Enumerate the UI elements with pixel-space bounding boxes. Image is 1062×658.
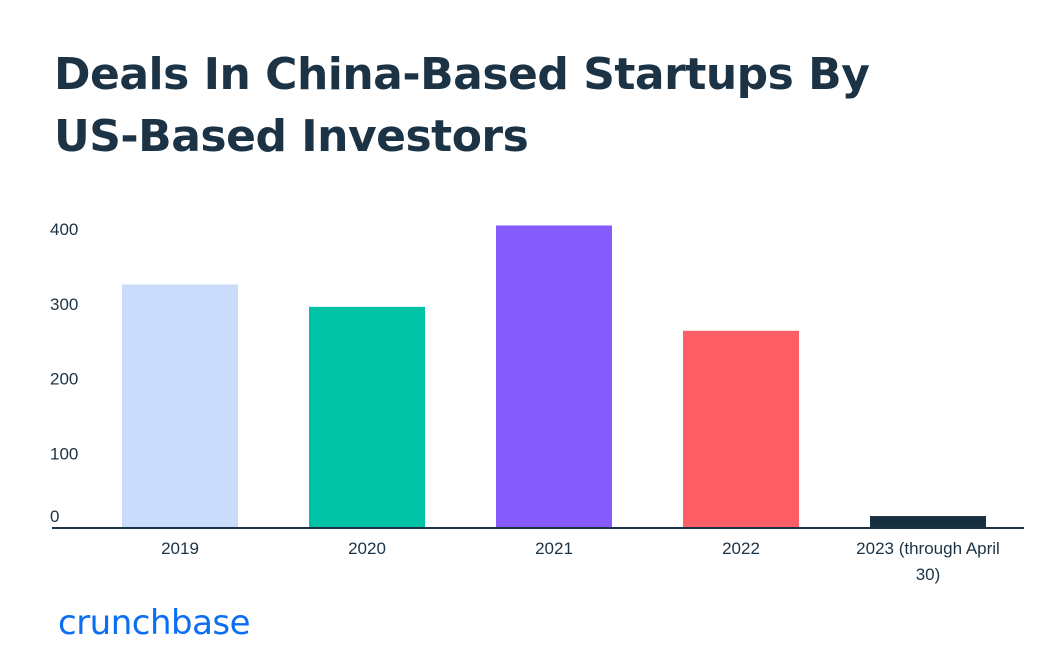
x-tick-label-3: 2021: [535, 539, 573, 558]
y-tick-label-100: 100: [50, 444, 78, 463]
x-tick-label-1: 2019: [161, 539, 199, 558]
bar-3: [496, 225, 612, 528]
bar-2: [309, 306, 425, 528]
y-axis-ticks: 0 100 200 300 400: [50, 220, 78, 526]
x-axis-labels: 2019 2020 2021 2022 2023 (through April 30): [161, 539, 1000, 584]
bar-1: [122, 284, 238, 528]
x-tick-label-4: 2022: [722, 539, 760, 558]
x-tick-label-2: 2020: [348, 539, 386, 558]
x-tick-label-5: 2023 (through April 30): [856, 539, 1000, 584]
chart-title: Deals In China-Based Startups By US-Base…: [54, 49, 870, 162]
y-tick-label-400: 400: [50, 220, 78, 239]
bar-4: [683, 330, 799, 528]
bar-5: [870, 516, 986, 528]
bar-chart: 0 100 200 300 400 2019 2020 2021 2022 2023 (thro…: [50, 220, 1024, 584]
crunchbase-logo: crunchbase: [58, 603, 251, 643]
y-tick-label-200: 200: [50, 370, 78, 389]
y-tick-label-0: 0: [50, 507, 59, 526]
y-tick-label-300: 300: [50, 295, 78, 314]
bars-group: [122, 225, 986, 528]
